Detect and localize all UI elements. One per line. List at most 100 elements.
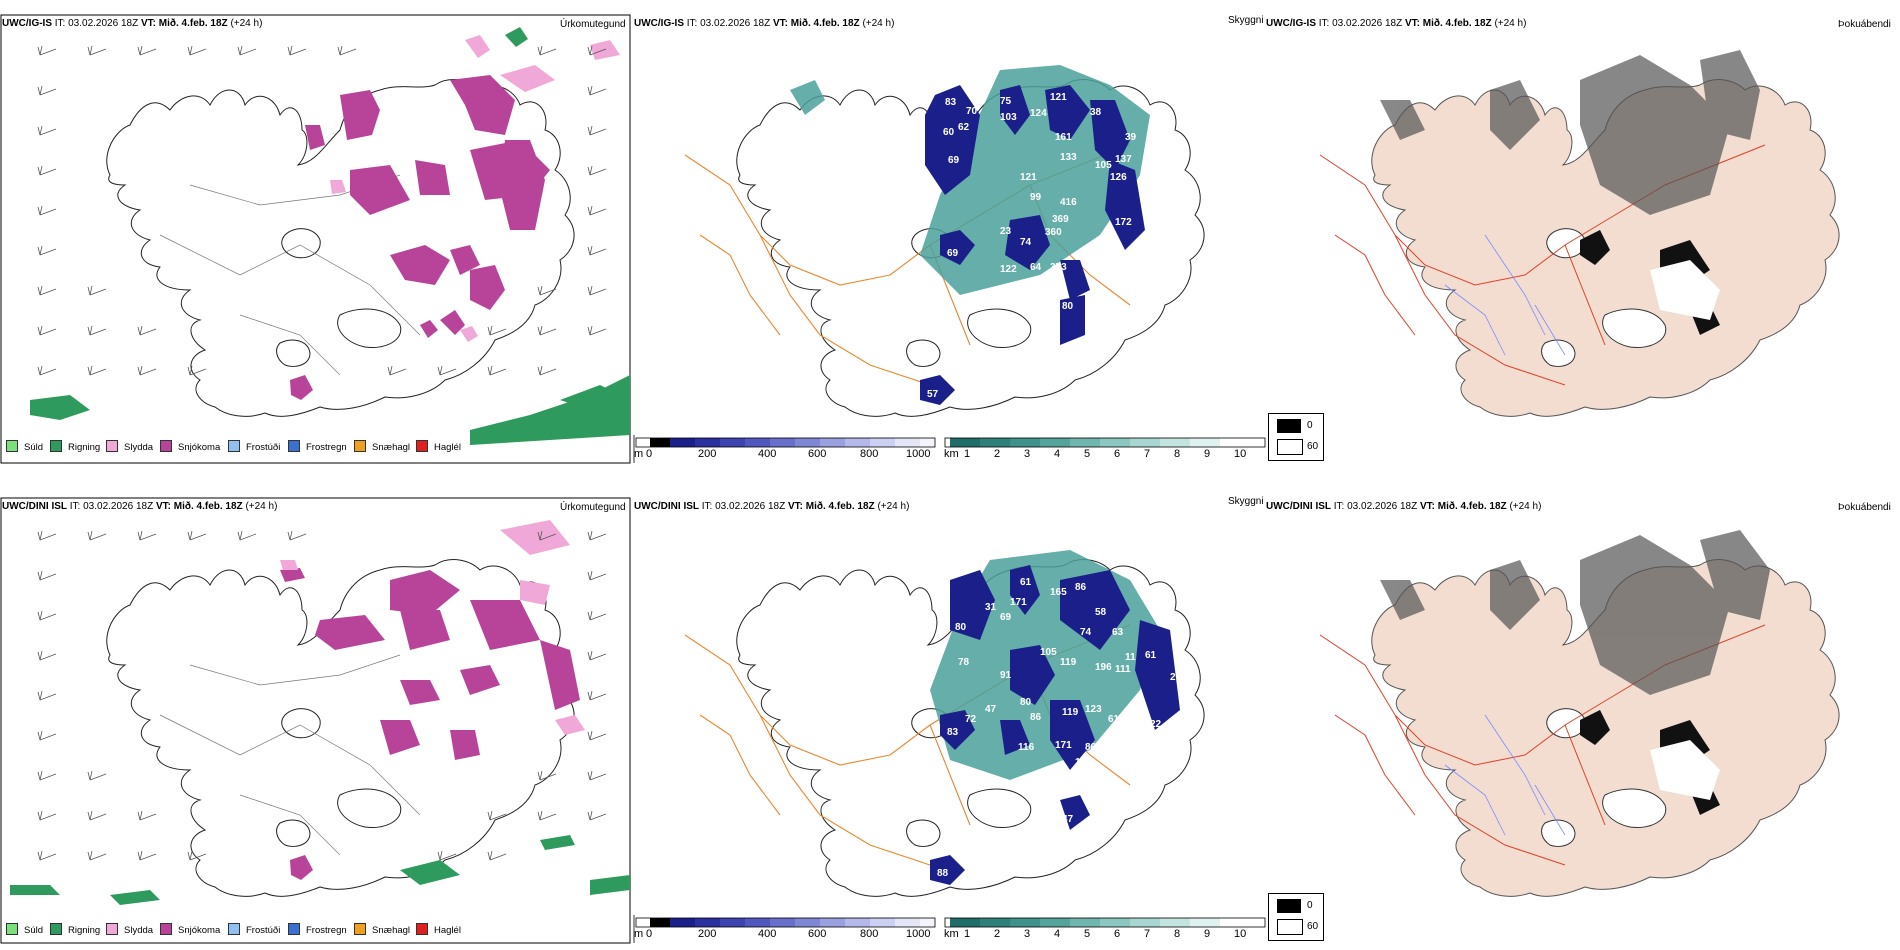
svg-text:22: 22 (1150, 719, 1162, 730)
svg-text:98: 98 (1082, 260, 1094, 271)
legend-item-rain: Rigning (50, 923, 100, 936)
model-name: UWC/IG-IS (634, 18, 684, 29)
fog-legend-bottom: 0 60 (1268, 893, 1324, 941)
svg-text:83: 83 (947, 727, 959, 738)
svg-text:121: 121 (1050, 92, 1067, 103)
lead-time: (+24 h) (1494, 18, 1527, 29)
visibility-map-bottom: 61 165 86 58 74 63 171 31 80 69 61 11 10… (684, 550, 1205, 897)
visibility-colorbar-top (944, 437, 1266, 448)
panel-title-1: Skyggni (1228, 15, 1264, 26)
panel-header-1: UWC/IG-IS IT: 03.02.2026 18Z VT: Mið. 4.… (634, 18, 894, 30)
swatch-rain (50, 440, 62, 452)
svg-text:61: 61 (1145, 650, 1157, 661)
visibility-labels-top: 83 62 60 69 70 75 103 124 121 161 133 38… (927, 92, 1137, 400)
svg-text:74: 74 (1020, 237, 1032, 248)
svg-text:86: 86 (1085, 742, 1097, 753)
lead-time: (+24 h) (1509, 501, 1542, 512)
svg-text:38: 38 (1090, 107, 1102, 118)
svg-text:80: 80 (955, 622, 967, 633)
precip-legend-bottom: Súld Rigning Slydda Snjókoma Frostúði Fr… (6, 923, 466, 937)
svg-text:416: 416 (1060, 197, 1077, 208)
svg-text:11: 11 (1125, 652, 1136, 663)
svg-text:103: 103 (1000, 112, 1017, 123)
svg-text:39: 39 (1125, 132, 1137, 143)
it-value: 03.02.2026 18Z (83, 501, 154, 512)
legend-item-freezing-drizzle: Frostúði (228, 923, 280, 936)
it-value: 03.02.2026 18Z (715, 501, 786, 512)
vt-value: Mið. 4.feb. 18Z (805, 501, 875, 512)
svg-text:91: 91 (1000, 670, 1012, 681)
svg-text:161: 161 (1055, 132, 1072, 143)
vt-value: Mið. 4.feb. 18Z (790, 18, 860, 29)
legend-item-hail: Haglél (416, 440, 461, 453)
svg-text:69: 69 (947, 248, 959, 259)
swatch-snow-pellets (354, 440, 366, 452)
precip-legend-top: Súld Rigning Slydda Snjókoma Frostúði Fr… (6, 440, 466, 454)
legend-item-drizzle: Súld (6, 923, 43, 936)
svg-text:99: 99 (1030, 192, 1042, 203)
it-label: IT: (701, 501, 713, 512)
svg-text:133: 133 (1060, 152, 1077, 163)
svg-text:124: 124 (1030, 108, 1047, 119)
svg-text:86: 86 (1030, 712, 1042, 723)
svg-text:64: 64 (1030, 262, 1042, 273)
panel-title-0: Úrkomutegund (560, 19, 626, 30)
vt-label: VT: (140, 18, 156, 29)
svg-text:74: 74 (1080, 627, 1092, 638)
svg-text:62: 62 (958, 122, 970, 133)
legend-item-freezing-rain: Frostregn (288, 923, 347, 936)
svg-text:121: 121 (1020, 172, 1037, 183)
it-value: 03.02.2026 18Z (68, 18, 139, 29)
svg-text:63: 63 (1112, 627, 1124, 638)
legend-item-rain: Rigning (50, 440, 100, 453)
legend-item-drizzle: Súld (6, 440, 43, 453)
visibility-ticks-top: km 1 2 3 4 5 6 7 8 9 10 (944, 448, 1247, 460)
legend-item-freezing-rain: Frostregn (288, 440, 347, 453)
svg-text:20: 20 (1170, 672, 1182, 683)
svg-text:171: 171 (1010, 597, 1027, 608)
svg-text:123: 123 (1085, 704, 1102, 715)
vt-label: VT: (1404, 18, 1420, 29)
svg-text:126: 126 (1110, 172, 1127, 183)
legend-item-sleet: Slydda (106, 923, 153, 936)
it-label: IT: (1318, 18, 1330, 29)
svg-text:70: 70 (966, 106, 978, 117)
svg-text:23: 23 (1000, 226, 1012, 237)
svg-text:37: 37 (1070, 340, 1082, 351)
elevation-colorbar-bottom (635, 917, 936, 928)
swatch-snow (160, 440, 172, 452)
svg-text:80: 80 (1020, 697, 1032, 708)
lead-time: (+24 h) (230, 18, 263, 29)
svg-text:125: 125 (1075, 757, 1092, 768)
swatch-drizzle (6, 440, 18, 452)
model-name: UWC/IG-IS (1266, 18, 1316, 29)
visibility-colorbar-bottom (944, 917, 1266, 928)
it-value: 03.02.2026 18Z (1332, 18, 1403, 29)
it-label: IT: (54, 18, 66, 29)
elevation-ticks-bottom: m 0 200 400 600 800 1000 (634, 928, 931, 940)
elevation-ticks-top: m 0 200 400 600 800 1000 (634, 448, 931, 460)
vt-label: VT: (772, 18, 788, 29)
svg-text:119: 119 (1062, 707, 1079, 718)
fog-map-bottom (1319, 530, 1840, 897)
it-value: 03.02.2026 18Z (700, 18, 771, 29)
svg-text:69: 69 (1000, 612, 1012, 623)
panel-title-5: Þokuábendi (1838, 502, 1891, 513)
elevation-unit: m (634, 448, 644, 460)
visibility-unit: km (944, 448, 959, 460)
panel-title-2: Þokuábendi (1838, 19, 1891, 30)
panel-header-0: UWC/IG-IS IT: 03.02.2026 18Z VT: Mið. 4.… (2, 18, 262, 30)
vt-label: VT: (155, 501, 171, 512)
panel-header-4: UWC/DINI ISL IT: 03.02.2026 18Z VT: Mið.… (634, 501, 909, 513)
swatch-freezing-rain (288, 440, 300, 452)
lead-time: (+24 h) (862, 18, 895, 29)
legend-item-freezing-drizzle: Frostúði (228, 440, 280, 453)
svg-text:172: 172 (1115, 217, 1132, 228)
svg-text:60: 60 (943, 127, 955, 138)
swatch-freezing-drizzle (228, 440, 240, 452)
svg-text:75: 75 (1000, 96, 1012, 107)
vt-value: Mið. 4.feb. 18Z (158, 18, 228, 29)
legend-item-snow-pellets: Snæhagl (354, 923, 410, 936)
svg-text:137: 137 (1115, 154, 1132, 165)
